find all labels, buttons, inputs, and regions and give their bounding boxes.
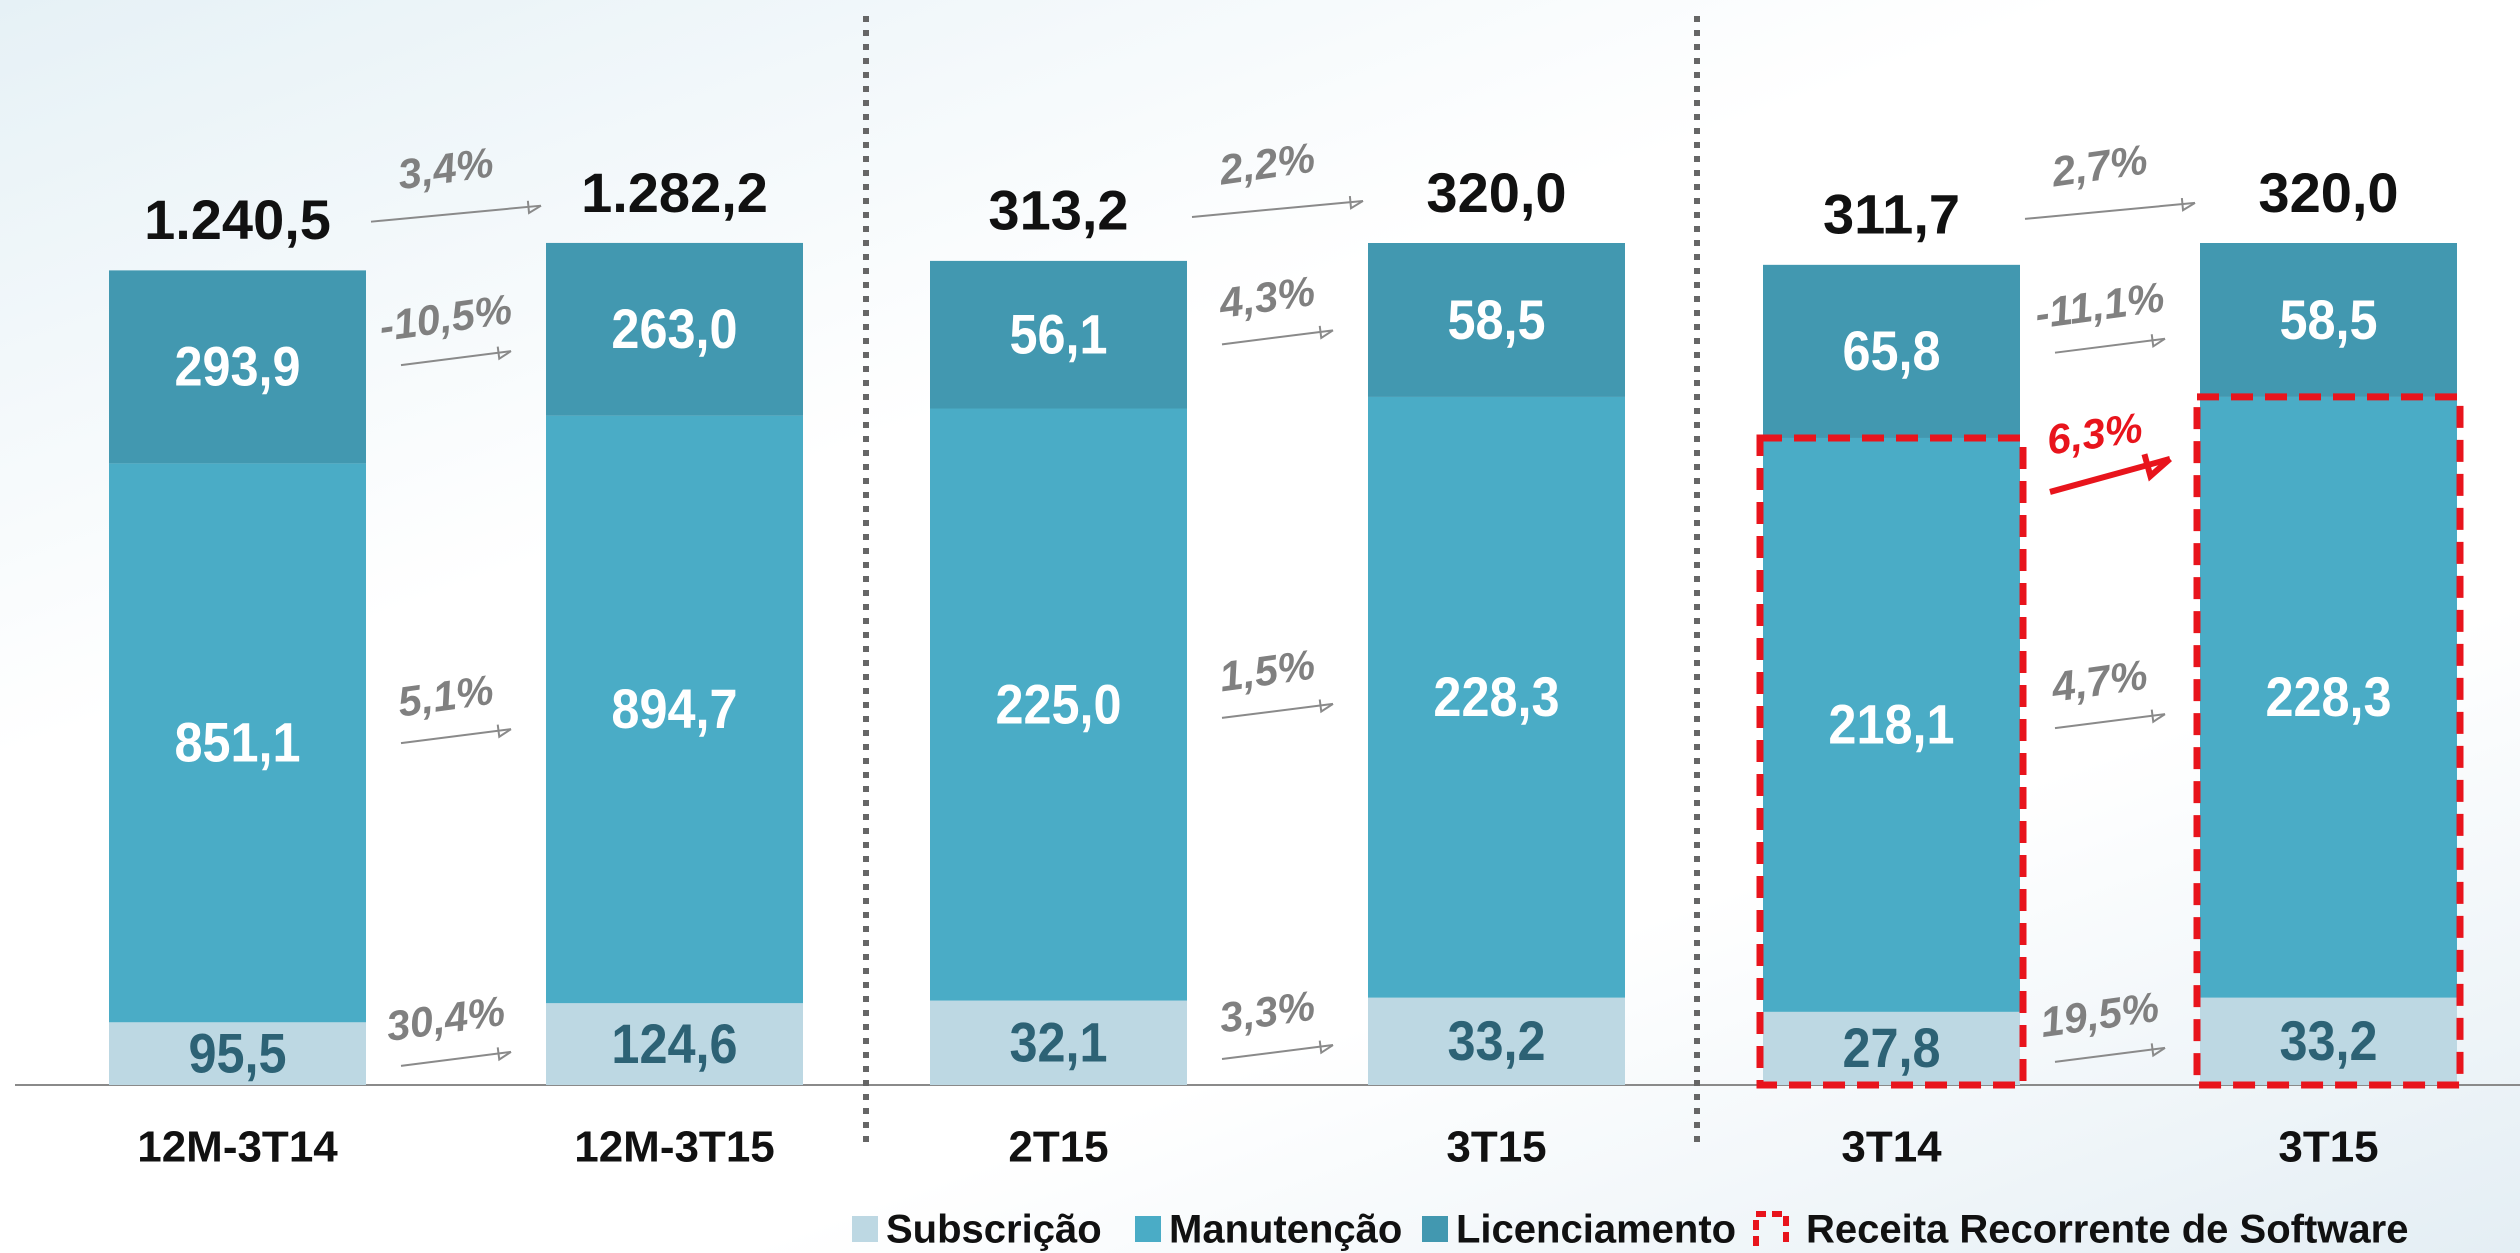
growth-arrow: [1221, 1044, 1334, 1061]
total-label: 1.240,5: [144, 188, 331, 251]
value-label: 293,9: [174, 336, 300, 398]
x-tick-label: 12M-3T14: [137, 1123, 338, 1172]
x-tick-label: 3T15: [1446, 1123, 1546, 1172]
growth-arrow-head: [2150, 709, 2166, 724]
value-label: 894,7: [611, 679, 737, 741]
bar-segment: [109, 463, 366, 1023]
bar-segment: [2200, 997, 2457, 1085]
x-tick-label: 3T14: [1841, 1123, 1942, 1172]
bar-segment: [930, 1000, 1187, 1085]
x-tick-label: 12M-3T15: [574, 1123, 775, 1172]
value-label: 56,1: [1009, 304, 1107, 366]
growth-arrow-head: [1318, 1040, 1334, 1055]
total-label: 320,0: [2258, 161, 2398, 224]
growth-label: 2,2%: [1215, 134, 1317, 194]
growth-arrow: [2054, 337, 2166, 354]
growth-label: 19,5%: [2037, 983, 2161, 1046]
growth-label: 4,7%: [2048, 651, 2150, 711]
value-label: 32,1: [1009, 1012, 1107, 1074]
bar-segment: [2200, 243, 2457, 397]
total-label: 1.282,2: [581, 161, 768, 224]
growth-arrow-head: [1348, 195, 1364, 210]
growth-arrow: [2054, 1046, 2166, 1063]
value-label: 65,8: [1842, 321, 1940, 383]
highlight-growth-label: 6,3%: [2044, 404, 2145, 464]
growth-arrow-head: [1318, 325, 1334, 340]
growth-label: 4,3%: [1215, 267, 1317, 327]
bar-segment: [109, 270, 366, 464]
bar-segment: [1763, 437, 2020, 1012]
legend-label: Receita Recorrente de Software: [1806, 1208, 2408, 1252]
total-label: 320,0: [1426, 161, 1566, 224]
growth-label: 2,7%: [2048, 136, 2150, 196]
growth-arrow: [1191, 199, 1364, 218]
growth-label: 3,4%: [395, 138, 496, 198]
legend-label: Manutenção: [1169, 1208, 1402, 1252]
growth-arrow-head: [496, 1047, 512, 1062]
total-label: 311,7: [1823, 183, 1960, 246]
highlight-arrow-head: [2141, 453, 2172, 482]
growth-arrow: [370, 204, 542, 223]
value-label: 228,3: [1433, 667, 1559, 729]
growth-label: -10,5%: [376, 285, 514, 350]
growth-arrow: [1221, 329, 1334, 346]
highlight-box: [1756, 434, 2027, 1089]
bar-segment: [546, 242, 803, 416]
growth-arrow-head: [1318, 699, 1334, 714]
growth-arrow: [2054, 713, 2166, 730]
growth-arrow: [2024, 201, 2196, 220]
growth-label: 30,4%: [383, 987, 507, 1050]
bar-segment: [930, 260, 1187, 409]
legend-label: Subscrição: [886, 1208, 1102, 1252]
growth-arrow: [400, 728, 512, 745]
bar-segment: [1368, 243, 1625, 397]
growth-arrow: [400, 350, 512, 367]
total-label: 313,2: [988, 179, 1128, 242]
bar-segment: [109, 1022, 366, 1085]
growth-arrow-head: [2150, 334, 2166, 349]
x-tick-label: 3T15: [2278, 1123, 2378, 1172]
growth-arrow: [1221, 702, 1334, 719]
value-label: 58,5: [2279, 289, 2377, 351]
bar-segment: [1368, 396, 1625, 998]
legend-swatch: [1753, 1211, 1789, 1246]
growth-arrow-head: [2150, 1043, 2166, 1058]
bar-segment: [1763, 264, 2020, 438]
legend-swatch: [1422, 1216, 1448, 1242]
growth-label: 3,3%: [1216, 982, 1317, 1042]
growth-arrow-head: [526, 200, 542, 215]
value-label: 218,1: [1828, 694, 1954, 756]
value-label: 124,6: [611, 1013, 737, 1075]
value-label: 33,2: [1447, 1011, 1545, 1073]
legend-label: Licenciamento: [1456, 1208, 1736, 1252]
value-label: 225,0: [995, 674, 1121, 736]
value-label: 33,2: [2279, 1011, 2377, 1073]
value-label: 95,5: [188, 1023, 286, 1085]
value-label: 263,0: [611, 299, 737, 361]
growth-arrow-head: [2180, 197, 2196, 212]
legend-swatch: [1135, 1216, 1161, 1242]
growth-arrow-head: [496, 346, 512, 361]
bar-segment: [2200, 396, 2457, 998]
value-label: 851,1: [174, 712, 300, 774]
bar-segment: [546, 415, 803, 1004]
growth-label: 1,5%: [1216, 641, 1317, 701]
growth-arrow: [400, 1050, 512, 1067]
bar-segment: [1368, 997, 1625, 1085]
value-label: 58,5: [1447, 289, 1545, 351]
bar-segment: [930, 408, 1187, 1001]
growth-label: 5,1%: [395, 666, 496, 726]
x-tick-label: 2T15: [1008, 1123, 1108, 1172]
value-label: 228,3: [2265, 667, 2391, 729]
value-label: 27,8: [1842, 1018, 1940, 1080]
growth-label: -11,1%: [2032, 273, 2167, 338]
legend-swatch: [852, 1216, 878, 1242]
bar-segment: [546, 1003, 803, 1085]
growth-arrow-head: [496, 724, 512, 739]
bar-segment: [1763, 1011, 2020, 1085]
